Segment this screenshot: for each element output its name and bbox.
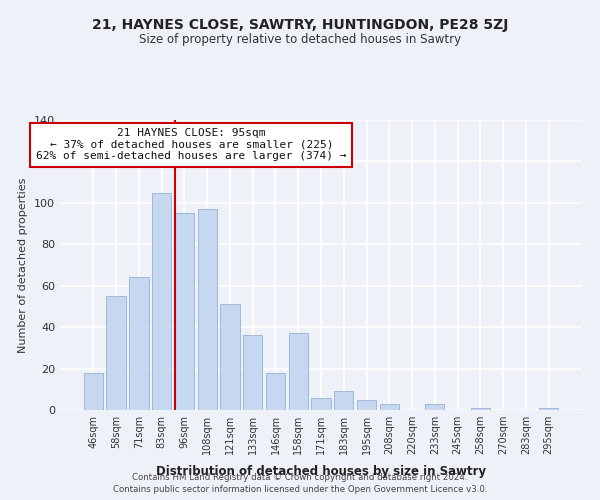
Bar xyxy=(175,213,194,410)
Bar xyxy=(289,334,308,410)
Bar xyxy=(84,372,103,410)
Bar xyxy=(334,392,353,410)
Text: Contains public sector information licensed under the Open Government Licence v3: Contains public sector information licen… xyxy=(113,485,487,494)
Bar xyxy=(129,278,149,410)
Bar xyxy=(380,404,399,410)
Text: 21, HAYNES CLOSE, SAWTRY, HUNTINGDON, PE28 5ZJ: 21, HAYNES CLOSE, SAWTRY, HUNTINGDON, PE… xyxy=(92,18,508,32)
Text: 21 HAYNES CLOSE: 95sqm
← 37% of detached houses are smaller (225)
62% of semi-de: 21 HAYNES CLOSE: 95sqm ← 37% of detached… xyxy=(36,128,347,162)
Text: Contains HM Land Registry data © Crown copyright and database right 2024.: Contains HM Land Registry data © Crown c… xyxy=(132,472,468,482)
Bar xyxy=(106,296,126,410)
Bar xyxy=(220,304,239,410)
Bar xyxy=(539,408,558,410)
Bar xyxy=(357,400,376,410)
Y-axis label: Number of detached properties: Number of detached properties xyxy=(19,178,28,352)
Bar xyxy=(152,192,172,410)
X-axis label: Distribution of detached houses by size in Sawtry: Distribution of detached houses by size … xyxy=(156,466,486,478)
Bar xyxy=(425,404,445,410)
Bar xyxy=(197,209,217,410)
Text: Size of property relative to detached houses in Sawtry: Size of property relative to detached ho… xyxy=(139,32,461,46)
Bar xyxy=(311,398,331,410)
Bar xyxy=(243,336,262,410)
Bar xyxy=(470,408,490,410)
Bar xyxy=(266,372,285,410)
